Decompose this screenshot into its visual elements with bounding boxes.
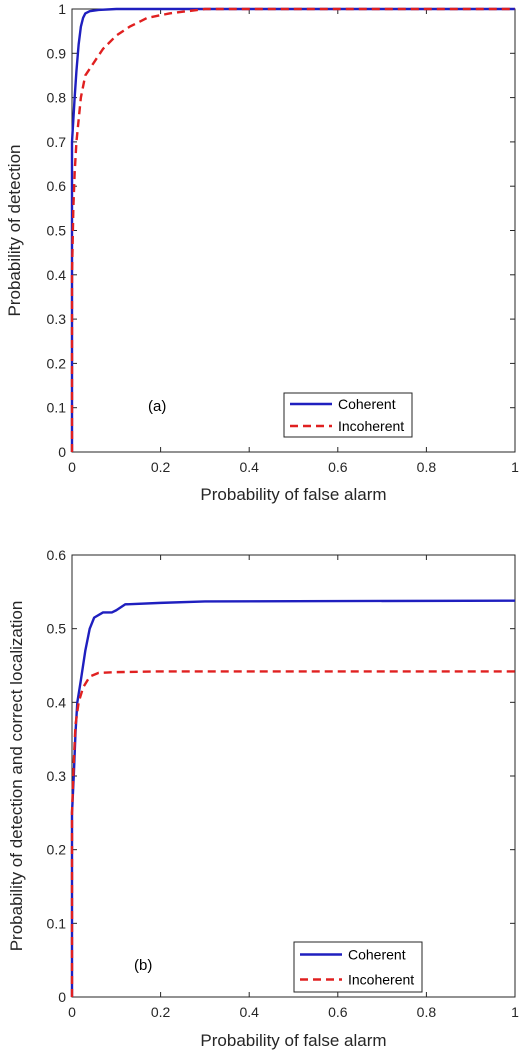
y-tick-label: 0.2 — [47, 355, 67, 371]
y-tick-label: 0 — [58, 444, 66, 460]
panel-b-chart: 0 0.2 0.4 0.6 0.8 1 0 0.1 0.2 0.3 0.4 0.5 0.6 Probabi… — [7, 547, 519, 1050]
legend-label-incoherent: Incoherent — [348, 972, 414, 988]
y-tick-label: 0.9 — [47, 45, 67, 61]
y-tick-label: 0.6 — [47, 547, 67, 563]
series-line-coherent — [70, 7, 515, 452]
x-tick-label: 0.4 — [239, 459, 259, 475]
x-tick-label: 0 — [68, 1004, 76, 1020]
y-tick-label: 1 — [58, 1, 66, 17]
y-tick-label: 0.5 — [47, 621, 67, 637]
panel-annotation: (a) — [148, 398, 166, 415]
y-tick-label: 0 — [58, 989, 66, 1005]
y-axis-label: Probability of detection — [5, 145, 24, 317]
x-axis-label: Probability of false alarm — [200, 485, 386, 504]
legend: Coherent Incoherent — [283, 392, 413, 438]
x-tick-label: 0.2 — [151, 459, 171, 475]
series-line-incoherent — [70, 670, 515, 997]
panel-a-chart: 0 0.2 0.4 0.6 0.8 1 0 0.1 0.2 0.3 0.4 0.5 0.6 0.7 0.8 0… — [5, 1, 519, 504]
legend: Coherent Incoherent — [293, 941, 423, 993]
legend-label-coherent: Coherent — [348, 947, 406, 963]
x-tick-label: 0.8 — [417, 1004, 437, 1020]
y-tick-label: 0.3 — [47, 311, 67, 327]
series-line-coherent — [70, 599, 516, 997]
y-tick-label: 0.3 — [47, 768, 67, 784]
plot-area-frame — [71, 554, 516, 998]
x-tick-label: 0.4 — [239, 1004, 259, 1020]
x-axis-label: Probability of false alarm — [200, 1031, 386, 1050]
y-axis-label: Probability of detection and correct loc… — [7, 601, 26, 952]
y-tick-label: 0.6 — [47, 178, 67, 194]
y-tick-label: 0.4 — [47, 267, 67, 283]
series-line-incoherent — [70, 7, 515, 452]
x-tick-label: 0.6 — [328, 1004, 348, 1020]
x-tick-label: 1 — [511, 1004, 519, 1020]
x-tick-label: 0.8 — [417, 459, 437, 475]
legend-box — [293, 941, 423, 993]
x-tick-label: 1 — [511, 459, 519, 475]
x-tick-label: 0.2 — [151, 1004, 171, 1020]
y-tick-label: 0.1 — [47, 400, 67, 416]
plot-area-frame — [71, 8, 516, 453]
y-tick-label: 0.1 — [47, 915, 67, 931]
legend-label-incoherent: Incoherent — [338, 418, 404, 434]
legend-box — [283, 392, 413, 438]
y-tick-label: 0.8 — [47, 90, 67, 106]
x-tick-label: 0.6 — [328, 459, 348, 475]
y-tick-label: 0.7 — [47, 134, 67, 150]
y-tick-label: 0.2 — [47, 842, 67, 858]
legend-label-coherent: Coherent — [338, 396, 396, 412]
y-tick-label: 0.5 — [47, 223, 67, 239]
panel-annotation: (b) — [134, 957, 152, 974]
x-tick-label: 0 — [68, 459, 76, 475]
y-tick-label: 0.4 — [47, 694, 67, 710]
